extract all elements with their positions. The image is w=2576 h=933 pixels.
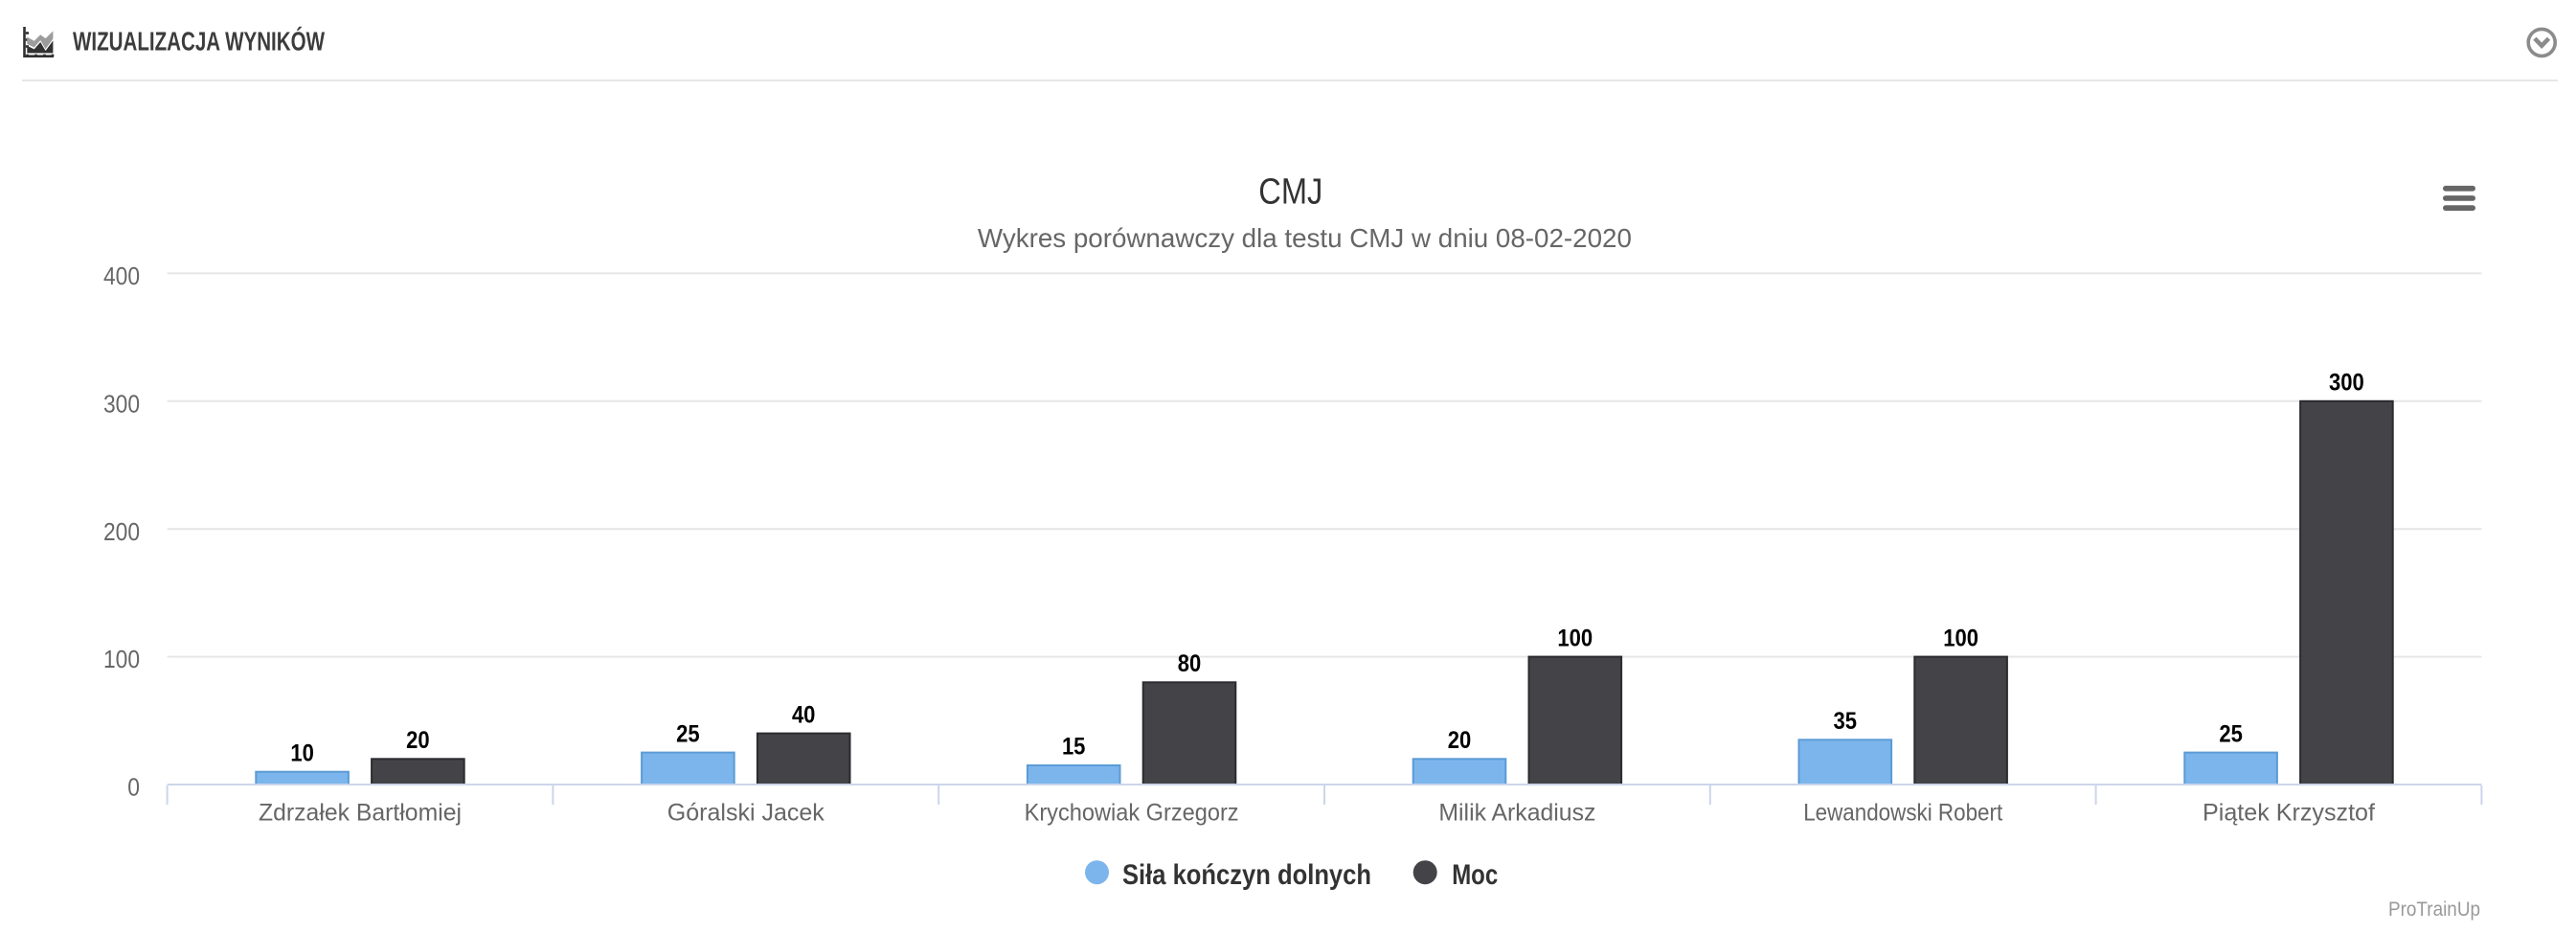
svg-text:40: 40	[792, 701, 816, 728]
svg-text:35: 35	[1834, 708, 1858, 735]
svg-text:25: 25	[676, 720, 700, 747]
svg-text:Góralski Jacek: Góralski Jacek	[667, 800, 825, 827]
svg-text:400: 400	[103, 262, 140, 290]
svg-text:0: 0	[127, 773, 140, 802]
svg-text:Lewandowski Robert: Lewandowski Robert	[1803, 800, 2002, 827]
svg-text:100: 100	[1557, 625, 1593, 651]
svg-text:20: 20	[406, 727, 430, 754]
svg-text:80: 80	[1178, 650, 1202, 677]
svg-text:Piątek Krzysztof: Piątek Krzysztof	[2203, 800, 2375, 827]
svg-text:10: 10	[290, 740, 314, 766]
svg-text:Wykres porównawczy dla testu C: Wykres porównawczy dla testu CMJ w dniu …	[978, 223, 1632, 253]
svg-text:15: 15	[1062, 734, 1086, 761]
svg-text:ProTrainUp: ProTrainUp	[2388, 899, 2480, 921]
svg-text:WIZUALIZACJA WYNIKÓW: WIZUALIZACJA WYNIKÓW	[73, 27, 325, 57]
svg-text:100: 100	[1943, 625, 1978, 651]
svg-text:Milik Arkadiusz: Milik Arkadiusz	[1438, 800, 1595, 827]
svg-text:Krychowiak Grzegorz: Krychowiak Grzegorz	[1025, 800, 1239, 827]
svg-text:200: 200	[103, 517, 140, 546]
svg-text:Zdrzałek Bartłomiej: Zdrzałek Bartłomiej	[259, 800, 462, 827]
svg-text:25: 25	[2219, 720, 2243, 747]
svg-text:Siła kończyn dolnych: Siła kończyn dolnych	[1122, 859, 1371, 891]
svg-text:CMJ: CMJ	[1258, 171, 1322, 212]
svg-text:300: 300	[103, 389, 140, 418]
svg-text:300: 300	[2329, 370, 2364, 397]
svg-text:100: 100	[103, 645, 140, 673]
svg-text:20: 20	[1448, 727, 1472, 754]
svg-text:Moc: Moc	[1452, 859, 1498, 891]
